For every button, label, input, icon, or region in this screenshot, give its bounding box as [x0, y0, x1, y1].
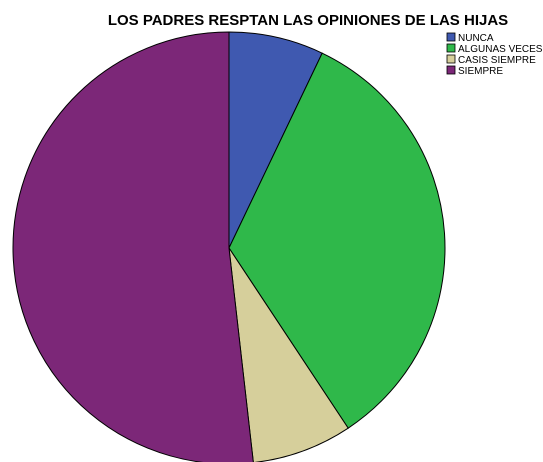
pie-slice-siempre [12, 31, 254, 462]
legend-label-casis-siempre: CASIS SIEMPRE [458, 55, 536, 66]
legend-swatch-nunca [446, 32, 456, 42]
legend-swatch-casis-siempre [446, 54, 456, 64]
legend-swatch-algunas-veces [446, 43, 456, 53]
legend-label-siempre: SIEMPRE [458, 66, 503, 77]
pie-slices [12, 31, 446, 462]
pie-slice-algunas-veces [228, 52, 446, 429]
legend-label-nunca: NUNCA [458, 33, 494, 44]
chart-title: LOS PADRES RESPTAN LAS OPINIONES DE LAS … [108, 12, 508, 29]
pie-slice-casis-siempre [228, 247, 349, 462]
legend-swatch-siempre [446, 65, 456, 75]
legend-label-algunas-veces: ALGUNAS VECES [458, 44, 543, 55]
